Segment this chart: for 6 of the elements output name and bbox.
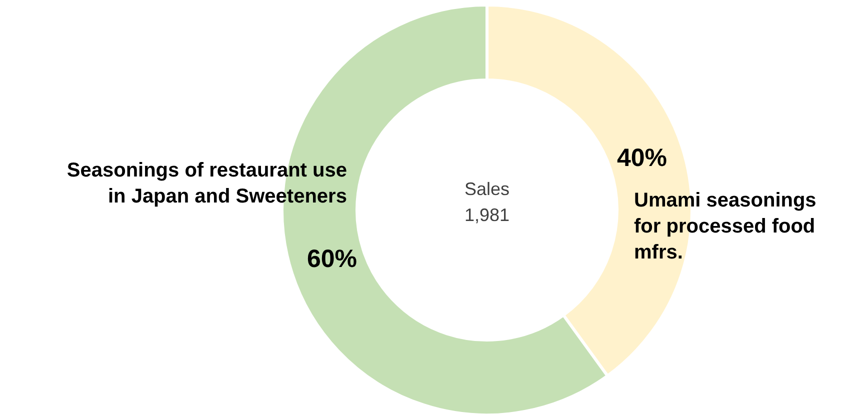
text: Sales — [464, 178, 510, 199]
data-label: 60% — [306, 244, 357, 273]
slice-label: Umami seasonings for processed food mfrs. — [634, 190, 816, 264]
data-label: 40% — [617, 144, 668, 172]
text: 1,981 — [464, 204, 510, 225]
slice-label: Seasonings of restaurant use in Japan and Sweeteners — [66, 159, 347, 208]
